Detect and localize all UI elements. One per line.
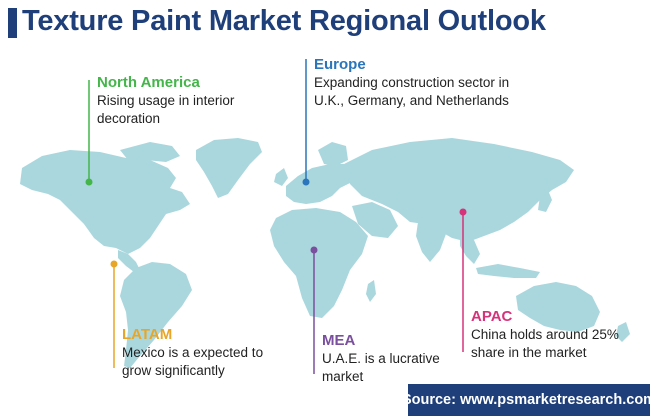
madagascar-shape [366,280,376,302]
greenland-shape [196,138,262,198]
latam-label: LATAM [122,326,173,343]
apac-marker [459,208,467,216]
middle-east-shape [352,202,398,238]
mea-marker [310,246,318,254]
india-shape [416,222,446,262]
europe-marker [302,178,310,186]
north-america-desc-line2: decoration [97,111,161,126]
latam-desc-line2: grow significantly [122,363,225,378]
europe-label: Europe [314,56,366,73]
uk-shape [274,168,288,186]
africa-shape [270,208,368,318]
north-america-desc-line1: Rising usage in interior [97,93,235,108]
region-markers [85,59,467,374]
indonesia-shape [476,264,540,278]
mea-label: MEA [322,332,356,349]
land-masses [20,138,630,368]
europe-callout: Europe Expanding construction sector in … [314,56,509,110]
australia-shape [516,282,600,332]
south-america-shape [120,262,192,368]
mea-desc-line2: market [322,369,364,384]
scandinavia-shape [318,142,348,166]
mea-callout: MEA U.A.E. is a lucrative market [322,332,440,386]
apac-desc-line1: China holds around 25% [471,327,619,342]
europe-desc-line1: Expanding construction sector in [314,75,510,90]
central-america-shape [118,250,140,272]
title-accent-bar [8,8,17,38]
europe-desc-line2: U.K., Germany, and Netherlands [314,93,509,108]
apac-desc-line2: share in the market [471,345,587,360]
arctic-islands-shape [120,142,180,162]
page-title: Texture Paint Market Regional Outlook [22,5,546,37]
europe-shape [286,164,356,204]
japan-shape [538,190,552,212]
new-zealand-shape [616,322,630,342]
north-america-marker [85,178,93,186]
asia-shape [344,138,574,242]
southeast-asia-shape [460,236,480,264]
apac-label: APAC [471,308,513,325]
north-america-shape [20,150,190,254]
mea-desc-line1: U.A.E. is a lucrative [322,351,440,366]
north-america-callout: North America Rising usage in interior d… [97,74,234,128]
north-america-label: North America [97,74,200,91]
latam-marker [110,260,118,268]
latam-desc-line1: Mexico is a expected to [122,345,264,360]
latam-callout: LATAM Mexico is a expected to grow signi… [122,326,263,380]
source-credit: Source: www.psmarketresearch.com [402,384,650,416]
apac-callout: APAC China holds around 25% share in the… [471,308,619,362]
